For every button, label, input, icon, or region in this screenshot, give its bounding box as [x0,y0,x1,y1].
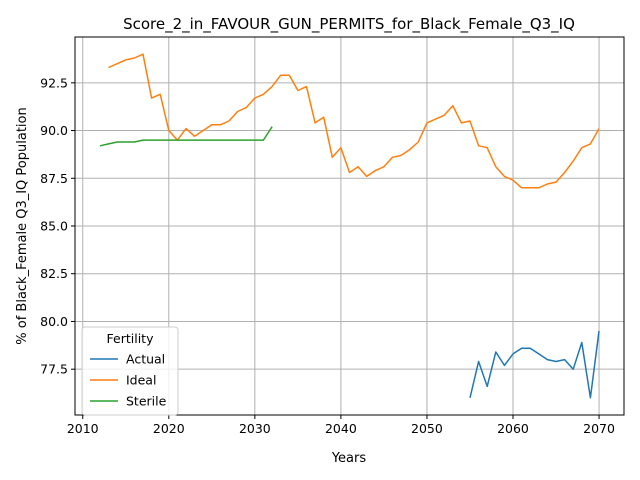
y-tick-label: 85.0 [40,219,68,234]
legend-label-sterile: Sterile [126,394,167,409]
y-tick-label: 82.5 [40,266,68,281]
legend-label-ideal: Ideal [126,373,156,388]
x-axis: 2010 2020 2030 2040 2050 2060 2070 [67,415,615,436]
x-tick-label: 2040 [325,421,357,436]
legend: Fertility Actual Ideal Sterile [81,326,179,416]
series-line-ideal [108,53,600,189]
x-tick-label: 2060 [497,421,529,436]
x-tick-label: 2030 [239,421,271,436]
series-lines [99,53,600,399]
chart-title: Score_2_in_FAVOUR_GUN_PERMITS_for_Black_… [123,15,575,34]
grid [75,37,624,415]
legend-title: Fertility [107,331,155,346]
x-axis-label: Years [331,451,367,466]
x-tick-label: 2010 [67,421,99,436]
series-line-actual [469,330,600,399]
y-axis-label: % of Black_Female Q3_IQ Population [15,107,30,344]
legend-box [81,326,179,416]
y-tick-label: 80.0 [40,314,68,329]
x-tick-label: 2050 [411,421,443,436]
series-line-sterile [99,126,273,147]
y-axis: 77.5 80.0 82.5 85.0 87.5 90.0 92.5 [40,75,75,377]
y-tick-label: 90.0 [40,123,68,138]
y-tick-label: 92.5 [40,75,68,90]
x-tick-label: 2020 [153,421,185,436]
x-tick-label: 2070 [583,421,615,436]
y-tick-label: 87.5 [40,171,68,186]
y-tick-label: 77.5 [40,362,68,377]
legend-label-actual: Actual [126,352,165,367]
